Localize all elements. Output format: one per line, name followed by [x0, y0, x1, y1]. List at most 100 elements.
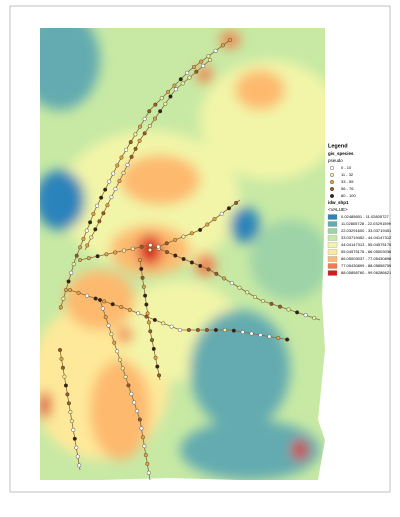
legend-patch — [327, 221, 338, 227]
layer-field: <VALUE> — [328, 207, 348, 212]
legend-label: 77.05430899 - 88.05858759 — [341, 263, 392, 268]
station — [107, 179, 112, 184]
station — [117, 357, 122, 362]
legend-label: 66.05003037 - 77.05430898 — [341, 256, 392, 261]
station — [71, 262, 76, 267]
station — [222, 276, 227, 281]
station — [249, 331, 254, 336]
station — [276, 336, 281, 341]
station — [234, 200, 239, 205]
station — [142, 131, 147, 136]
station — [71, 427, 76, 432]
station — [141, 284, 146, 289]
station — [93, 227, 98, 232]
station — [222, 328, 227, 333]
station — [231, 328, 236, 333]
station — [115, 163, 120, 168]
station — [128, 140, 133, 145]
station — [132, 400, 137, 405]
station — [126, 383, 131, 388]
station — [161, 321, 166, 326]
station — [157, 373, 162, 378]
legend-label: 11.02805728 - 22.03291599 — [341, 221, 392, 226]
station — [198, 227, 203, 232]
station — [303, 313, 308, 318]
station — [181, 257, 186, 262]
station — [133, 132, 138, 137]
station — [212, 217, 217, 222]
legend-label: 56 - 76 — [341, 186, 354, 191]
station — [152, 317, 157, 322]
station — [109, 332, 114, 337]
station — [187, 75, 192, 80]
station — [199, 59, 204, 64]
station — [120, 366, 125, 371]
station — [240, 330, 245, 335]
station — [186, 328, 191, 333]
station — [147, 247, 152, 252]
station — [58, 305, 63, 310]
station — [137, 138, 142, 143]
station — [148, 243, 153, 248]
legend-symbol — [330, 165, 335, 170]
station — [110, 302, 115, 307]
station — [91, 211, 96, 216]
legend-label: 33.03719452 - 44.04147312 — [341, 235, 392, 240]
station — [164, 241, 169, 246]
layer-field: pseudo — [328, 158, 343, 163]
station — [72, 436, 77, 441]
station — [113, 187, 118, 192]
station — [81, 236, 86, 241]
station — [145, 311, 150, 316]
station — [85, 243, 90, 248]
legend-label: 88.05858760 - 99.06286621 — [341, 270, 392, 275]
station — [139, 426, 144, 431]
station — [103, 315, 108, 320]
station — [66, 279, 71, 284]
station — [269, 301, 274, 306]
legend-label: 0.02485651 - 11.02805727 — [341, 214, 390, 219]
legend-patch — [327, 263, 338, 269]
station — [119, 305, 124, 310]
legend-patch — [327, 256, 338, 262]
station — [105, 203, 110, 208]
station — [127, 307, 132, 312]
station — [133, 146, 138, 151]
station — [155, 364, 160, 369]
station — [201, 63, 206, 68]
station — [115, 349, 120, 354]
station — [129, 154, 134, 159]
legend-label: 80 - 100 — [341, 193, 356, 198]
station — [59, 356, 64, 361]
station — [169, 324, 174, 329]
station — [145, 461, 150, 466]
station — [213, 328, 218, 333]
station — [220, 43, 225, 48]
station — [152, 116, 157, 121]
station — [185, 70, 190, 75]
station — [62, 374, 67, 379]
station — [158, 109, 163, 114]
station — [63, 288, 68, 293]
station — [67, 288, 72, 293]
station — [237, 285, 242, 290]
station — [258, 333, 263, 338]
station — [69, 270, 74, 275]
raster — [40, 28, 325, 480]
station — [143, 293, 148, 298]
station — [181, 234, 186, 239]
station — [97, 298, 102, 303]
station — [159, 96, 164, 101]
station — [104, 252, 109, 257]
station — [137, 417, 142, 422]
station — [140, 435, 145, 440]
station — [97, 219, 102, 224]
legend-label: 44.04147313 - 55.04575175 — [341, 242, 392, 247]
station — [286, 307, 291, 312]
station — [260, 298, 265, 303]
legend-symbol — [330, 172, 335, 177]
station — [205, 222, 210, 227]
station — [74, 445, 79, 450]
station — [229, 281, 234, 286]
